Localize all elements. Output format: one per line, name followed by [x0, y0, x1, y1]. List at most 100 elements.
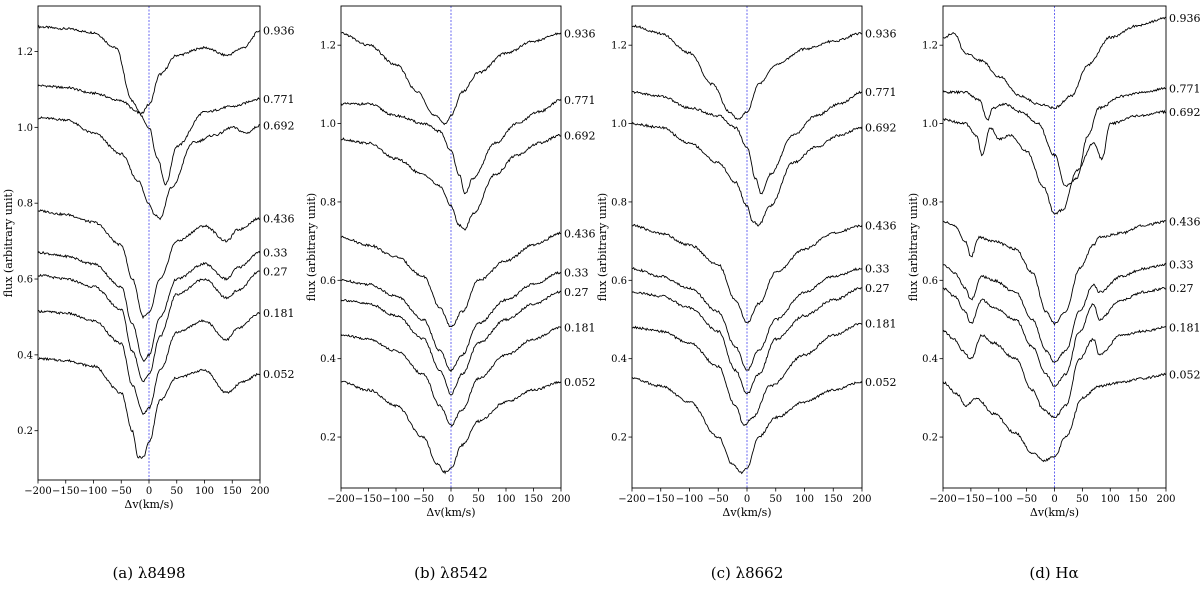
x-tick-label: 50	[1076, 494, 1089, 505]
x-tick-label: 150	[824, 494, 843, 505]
y-tick-label: 0.2	[611, 433, 627, 444]
panel-2: 0.936 0.771 0.692 0.436 0.33 0.27 0.181 0.052 −2…	[305, 5, 596, 582]
y-tick-label: 0.4	[922, 354, 938, 365]
phase-label-0.771: 0.771	[865, 86, 897, 99]
phase-label-0.436: 0.436	[865, 219, 897, 232]
series-line-0.181	[631, 322, 863, 426]
series-line-0.052	[340, 380, 562, 475]
y-tick-label: 0.6	[611, 276, 627, 287]
phase-label-0.436: 0.436	[564, 227, 596, 240]
x-tick-label: −100	[985, 494, 1012, 505]
series-line-0.436	[942, 220, 1167, 326]
phase-label-0.771: 0.771	[564, 94, 596, 107]
y-tick-label: 0.2	[922, 433, 938, 444]
x-tick-label: −150	[647, 494, 674, 505]
phase-label-0.181: 0.181	[263, 307, 295, 320]
series-line-0.33	[341, 271, 562, 373]
y-tick-label: 0.8	[17, 199, 33, 210]
series-line-0.936	[340, 31, 562, 126]
x-tick-label: −50	[413, 494, 434, 505]
x-tick-label: 0	[744, 494, 750, 505]
phase-label-0.052: 0.052	[1169, 368, 1200, 381]
x-tick-label: −50	[708, 494, 729, 505]
phase-label-0.692: 0.692	[263, 119, 295, 132]
panel-caption: (a) λ8498	[112, 564, 185, 582]
phase-label-0.33: 0.33	[865, 263, 890, 276]
x-tick-label: 100	[496, 494, 515, 505]
panel-caption: (c) λ8662	[711, 564, 784, 582]
x-tick-label: 200	[1156, 494, 1175, 505]
series-line-0.771	[631, 90, 863, 195]
series-line-0.27	[631, 287, 863, 395]
x-tick-label: 100	[195, 486, 214, 497]
y-tick-label: 1.2	[17, 47, 33, 58]
x-tick-label: 50	[472, 494, 485, 505]
x-tick-label: 100	[1101, 494, 1120, 505]
phase-label-0.052: 0.052	[263, 368, 295, 381]
y-tick-label: 0.2	[17, 426, 33, 437]
y-tick-label: 0.8	[922, 197, 938, 208]
panel-4: 0.936 0.771 0.692 0.436 0.33 0.27 0.181 0.052 −2…	[907, 5, 1200, 582]
series-line-0.052	[942, 372, 1167, 463]
phase-label-0.33: 0.33	[1169, 259, 1194, 272]
series-line-0.692	[340, 133, 562, 231]
series-line-0.052	[37, 356, 261, 459]
y-tick-label: 0.2	[320, 433, 336, 444]
x-tick-label: −150	[957, 494, 984, 505]
phase-label-0.181: 0.181	[865, 317, 897, 330]
x-tick-label: −150	[355, 494, 382, 505]
x-tick-label: 50	[170, 486, 183, 497]
x-tick-label: −200	[929, 494, 956, 505]
y-tick-label: 1.0	[320, 119, 336, 130]
x-tick-label: −100	[80, 486, 107, 497]
y-axis-label: flux (arbitrary unit)	[596, 193, 609, 301]
x-tick-label: 50	[769, 494, 782, 505]
y-tick-label: 0.6	[17, 275, 33, 286]
y-tick-label: 1.2	[611, 41, 627, 52]
phase-label-0.936: 0.936	[263, 25, 295, 38]
x-tick-label: −200	[24, 486, 51, 497]
y-axis-label: flux (arbitrary unit)	[305, 193, 318, 301]
x-tick-label: 150	[524, 494, 543, 505]
phase-label-0.27: 0.27	[564, 286, 589, 299]
series-line-0.692	[631, 121, 863, 227]
y-tick-label: 0.6	[320, 276, 336, 287]
phase-label-0.052: 0.052	[865, 376, 897, 389]
x-tick-label: 100	[795, 494, 814, 505]
series-line-0.181	[340, 326, 562, 428]
series-line-0.181	[37, 309, 261, 416]
x-tick-label: −150	[52, 486, 79, 497]
phase-label-0.692: 0.692	[1169, 106, 1200, 119]
series-line-0.771	[37, 84, 261, 186]
phase-label-0.936: 0.936	[564, 27, 596, 40]
x-axis-label: Δv(km/s)	[426, 506, 475, 519]
phase-label-0.181: 0.181	[1169, 321, 1200, 334]
phase-label-0.052: 0.052	[564, 376, 596, 389]
x-tick-label: 0	[1051, 494, 1057, 505]
series-line-0.052	[631, 376, 863, 475]
y-tick-label: 1.0	[611, 119, 627, 130]
y-tick-label: 0.8	[320, 197, 336, 208]
panel-caption: (d) Hα	[1029, 564, 1078, 582]
phase-label-0.936: 0.936	[865, 27, 897, 40]
x-tick-label: 0	[146, 486, 152, 497]
x-tick-label: −100	[382, 494, 409, 505]
series-line-0.33	[37, 250, 261, 363]
y-tick-label: 0.6	[922, 276, 938, 287]
phase-label-0.771: 0.771	[1169, 82, 1200, 95]
y-tick-label: 0.8	[611, 197, 627, 208]
phase-label-0.936: 0.936	[1169, 12, 1200, 25]
series-line-0.436	[340, 231, 562, 328]
phase-label-0.33: 0.33	[263, 246, 288, 259]
y-tick-label: 0.4	[17, 350, 33, 361]
phase-label-0.27: 0.27	[1169, 282, 1194, 295]
series-line-0.27	[37, 270, 261, 383]
phase-label-0.692: 0.692	[865, 121, 897, 134]
x-tick-label: −50	[1016, 494, 1037, 505]
phase-label-0.692: 0.692	[564, 129, 596, 142]
phase-label-0.436: 0.436	[263, 212, 295, 225]
series-line-0.33	[631, 266, 863, 371]
series-line-0.771	[340, 99, 562, 195]
phase-label-0.27: 0.27	[263, 265, 288, 278]
